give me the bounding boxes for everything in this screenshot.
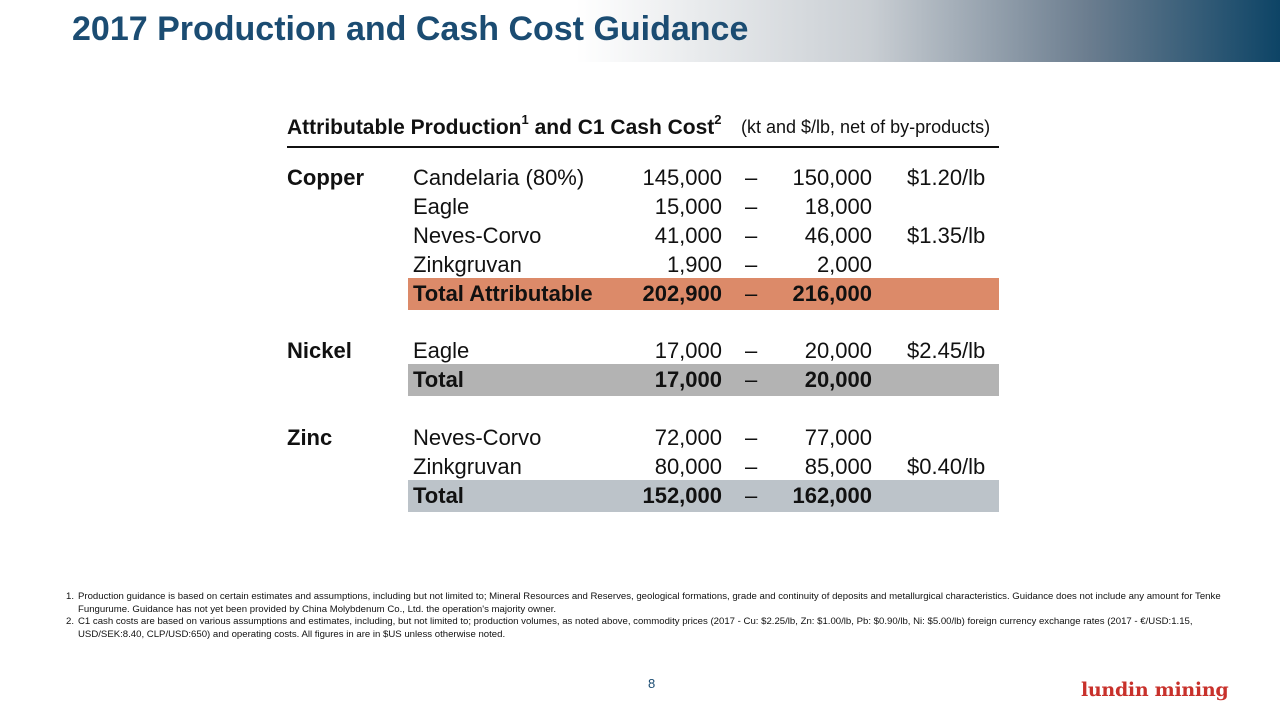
range-dash: – [745, 483, 758, 508]
metal-label-zinc: Zinc [287, 425, 333, 450]
page-number: 8 [648, 676, 656, 691]
production-high: 20,000 [804, 338, 872, 363]
page-title: 2017 Production and Cash Cost Guidance [72, 10, 749, 48]
table-row: Eagle 15,000 – 18,000 [287, 192, 999, 222]
production-low: 145,000 [642, 165, 722, 190]
footnote-number: 2. [66, 616, 75, 627]
cash-cost: $1.20/lb [907, 165, 986, 190]
mine-name: Neves-Corvo [413, 425, 542, 450]
total-high: 216,000 [792, 281, 872, 306]
total-label: Total Attributable [413, 281, 593, 306]
footnote-ref-1: 1 [521, 112, 529, 127]
footnote-1: 1. Production guidance is based on certa… [66, 591, 1226, 616]
production-low: 1,900 [666, 252, 722, 277]
table-row: Neves-Corvo 41,000 – 46,000 $1.35/lb [287, 221, 999, 251]
table-row: Copper Candelaria (80%) 145,000 – 150,00… [287, 163, 999, 193]
table-header: Attributable Production1 and C1 Cash Cos… [287, 108, 999, 148]
range-dash: – [745, 281, 758, 306]
footnote-text: Production guidance is based on certain … [78, 591, 1221, 615]
metal-label-copper: Copper [287, 165, 364, 190]
mine-name: Candelaria (80%) [413, 165, 585, 190]
range-dash: – [745, 165, 758, 190]
cash-cost: $2.45/lb [907, 338, 986, 363]
production-high: 18,000 [804, 194, 872, 219]
metal-label-nickel: Nickel [287, 338, 352, 363]
total-row-nickel: Total 17,000 – 20,000 [287, 364, 999, 396]
total-high: 20,000 [804, 367, 872, 392]
production-low: 15,000 [654, 194, 722, 219]
footnotes: 1. Production guidance is based on certa… [66, 591, 1226, 641]
total-high: 162,000 [792, 483, 872, 508]
footnote-number: 1. [66, 591, 75, 602]
total-band [408, 278, 999, 310]
range-dash: – [745, 194, 758, 219]
total-low: 152,000 [642, 483, 722, 508]
total-row-copper: Total Attributable 202,900 – 216,000 [287, 278, 999, 310]
mine-name: Eagle [413, 194, 470, 219]
footnote-2: 2. C1 cash costs are based on various as… [66, 616, 1226, 641]
table-row: Zinc Neves-Corvo 72,000 – 77,000 [287, 423, 999, 453]
production-high: 77,000 [804, 425, 872, 450]
production-low: 72,000 [654, 425, 722, 450]
footnote-ref-2: 2 [714, 112, 722, 127]
range-dash: – [745, 367, 758, 392]
header-part2: and C1 Cash Cost [528, 116, 715, 139]
range-dash: – [745, 425, 758, 450]
header-part1: Attributable Production [287, 116, 522, 139]
table-row: Nickel Eagle 17,000 – 20,000 $2.45/lb [287, 336, 999, 366]
header-units: (kt and $/lb, net of by-products) [741, 117, 991, 137]
total-band [408, 480, 999, 512]
total-low: 202,900 [642, 281, 722, 306]
mine-name: Eagle [413, 338, 470, 363]
range-dash: – [745, 223, 758, 248]
total-label: Total [413, 483, 464, 508]
production-high: 46,000 [804, 223, 872, 248]
range-dash: – [745, 454, 758, 479]
header-text: Attributable Production1 and C1 Cash Cos… [287, 112, 722, 140]
total-row-zinc: Total 152,000 – 162,000 [287, 480, 999, 512]
table-row: Zinkgruvan 80,000 – 85,000 $0.40/lb [287, 452, 999, 482]
mine-name: Zinkgruvan [413, 252, 522, 277]
total-label: Total [413, 367, 464, 392]
total-band [408, 364, 999, 396]
cash-cost: $1.35/lb [907, 223, 986, 248]
production-low: 17,000 [654, 338, 722, 363]
company-logo: lundin mining [1081, 679, 1229, 701]
table-row: Zinkgruvan 1,900 – 2,000 [287, 250, 999, 280]
range-dash: – [745, 338, 758, 363]
cash-cost: $0.40/lb [907, 454, 986, 479]
production-high: 85,000 [804, 454, 872, 479]
footnote-text: C1 cash costs are based on various assum… [78, 616, 1193, 640]
total-low: 17,000 [654, 367, 722, 392]
title-bar [0, 0, 1280, 62]
mine-name: Zinkgruvan [413, 454, 522, 479]
range-dash: – [745, 252, 758, 277]
production-low: 80,000 [654, 454, 722, 479]
production-low: 41,000 [654, 223, 722, 248]
production-high: 2,000 [816, 252, 872, 277]
production-high: 150,000 [792, 165, 872, 190]
mine-name: Neves-Corvo [413, 223, 542, 248]
